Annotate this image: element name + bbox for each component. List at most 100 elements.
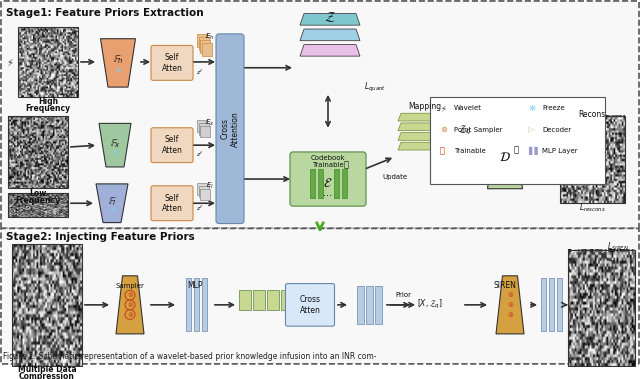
- Text: Freeze: Freeze: [542, 105, 564, 111]
- Text: $z^f$: $z^f$: [196, 204, 204, 213]
- Bar: [281, 290, 293, 310]
- Text: Stage1: Feature Priors Extraction: Stage1: Feature Priors Extraction: [6, 8, 204, 18]
- Text: Compression: Compression: [19, 372, 75, 379]
- Bar: [430, 97, 605, 184]
- Text: ⊗: ⊗: [507, 292, 513, 298]
- Text: ✻: ✻: [112, 150, 118, 156]
- FancyBboxPatch shape: [1, 1, 639, 229]
- Text: $\mathcal{E}$: $\mathcal{E}$: [323, 177, 333, 190]
- Bar: [541, 278, 545, 332]
- Text: $\mathcal{Z}$: $\mathcal{Z}$: [324, 10, 336, 24]
- Bar: [356, 285, 364, 324]
- Text: Self
Atten: Self Atten: [161, 53, 182, 73]
- Text: ✻: ✻: [109, 207, 115, 213]
- Bar: [333, 169, 339, 198]
- Text: Trainable: Trainable: [312, 161, 344, 168]
- Text: ✻: ✻: [115, 67, 121, 74]
- Text: 🔥: 🔥: [440, 146, 445, 155]
- Text: 🔥: 🔥: [344, 160, 349, 169]
- Bar: [559, 116, 625, 203]
- Bar: [8, 116, 68, 188]
- Bar: [197, 120, 207, 132]
- FancyBboxPatch shape: [151, 128, 193, 163]
- Text: $E_l$: $E_l$: [206, 181, 214, 191]
- FancyBboxPatch shape: [216, 34, 244, 224]
- Polygon shape: [398, 113, 455, 121]
- Text: Figure 1: Schematic representation of a wavelet-based prior knowledge infusion i: Figure 1: Schematic representation of a …: [3, 352, 376, 361]
- FancyBboxPatch shape: [151, 45, 193, 80]
- Text: Mapping: Mapping: [408, 102, 442, 111]
- Bar: [202, 42, 211, 56]
- Text: ⊗: ⊗: [127, 302, 133, 308]
- Bar: [239, 290, 251, 310]
- Text: High: High: [38, 97, 58, 106]
- Bar: [267, 290, 279, 310]
- Text: Self
Atten: Self Atten: [161, 135, 182, 155]
- Text: Codebook: Codebook: [310, 155, 346, 161]
- Text: $\mathcal{Z}_q$: $\mathcal{Z}_q$: [458, 124, 472, 137]
- Text: $\mathcal{D}$: $\mathcal{D}$: [499, 151, 511, 164]
- Bar: [317, 169, 323, 198]
- Bar: [253, 290, 265, 310]
- Bar: [342, 169, 346, 198]
- Text: Wavelet: Wavelet: [454, 105, 482, 111]
- Polygon shape: [488, 131, 522, 189]
- Text: $L_{quant}$: $L_{quant}$: [364, 81, 386, 94]
- Text: Point Sampler: Point Sampler: [454, 127, 502, 133]
- Text: $\mathbb{F}_x$: $\mathbb{F}_x$: [109, 137, 120, 150]
- Text: Trainable: Trainable: [454, 148, 486, 154]
- Text: ...: ...: [323, 188, 333, 197]
- Bar: [198, 123, 209, 135]
- Text: Prior: Prior: [395, 292, 411, 298]
- Text: Update: Update: [383, 174, 408, 180]
- Bar: [374, 285, 381, 324]
- Text: ⚡: ⚡: [6, 198, 13, 208]
- Text: Recons: Recons: [579, 110, 605, 119]
- Text: $z^f$: $z^f$: [196, 68, 204, 77]
- Polygon shape: [100, 39, 136, 87]
- Text: $z^f$: $z^f$: [196, 150, 204, 160]
- Polygon shape: [398, 142, 455, 150]
- Text: Multiple Data: Multiple Data: [18, 365, 76, 374]
- Text: ▌▌: ▌▌: [528, 146, 541, 155]
- Text: $L_{SIREN}$: $L_{SIREN}$: [607, 241, 629, 253]
- Bar: [557, 278, 561, 332]
- Bar: [198, 37, 209, 50]
- Text: Decoder: Decoder: [542, 127, 571, 133]
- Text: ⊗: ⊗: [507, 312, 513, 318]
- Polygon shape: [398, 133, 455, 140]
- Text: $E_h$: $E_h$: [205, 32, 214, 42]
- FancyBboxPatch shape: [290, 152, 366, 206]
- Text: $L_{rescons}$: $L_{rescons}$: [579, 202, 605, 215]
- Text: ⊗: ⊗: [127, 312, 133, 318]
- Text: MLP: MLP: [188, 281, 203, 290]
- Bar: [193, 278, 198, 332]
- Bar: [200, 126, 210, 138]
- FancyBboxPatch shape: [285, 283, 335, 326]
- Bar: [18, 27, 78, 97]
- Bar: [200, 40, 210, 53]
- Text: Cross
Atten: Cross Atten: [300, 295, 321, 315]
- Text: Stage2: Injecting Feature Priors: Stage2: Injecting Feature Priors: [6, 232, 195, 242]
- Text: ⚡: ⚡: [6, 150, 13, 160]
- Bar: [197, 183, 207, 194]
- Text: $E_x$: $E_x$: [205, 118, 214, 128]
- FancyBboxPatch shape: [1, 229, 639, 364]
- Text: Low: Low: [29, 189, 47, 198]
- Text: Frequency: Frequency: [15, 196, 61, 205]
- Text: ⊗: ⊗: [507, 302, 513, 308]
- Text: ▷: ▷: [528, 125, 534, 134]
- Polygon shape: [300, 29, 360, 41]
- Bar: [12, 244, 82, 366]
- Bar: [198, 186, 209, 197]
- Text: $[X, \mathcal{Z}_q]$: $[X, \mathcal{Z}_q]$: [417, 298, 443, 312]
- Polygon shape: [116, 276, 144, 334]
- Bar: [202, 278, 207, 332]
- Text: Sampler: Sampler: [116, 282, 145, 288]
- Bar: [548, 278, 554, 332]
- Text: 🔥: 🔥: [513, 146, 518, 155]
- Polygon shape: [300, 44, 360, 56]
- Bar: [186, 278, 191, 332]
- Polygon shape: [300, 14, 360, 25]
- Text: MLP Layer: MLP Layer: [542, 148, 578, 154]
